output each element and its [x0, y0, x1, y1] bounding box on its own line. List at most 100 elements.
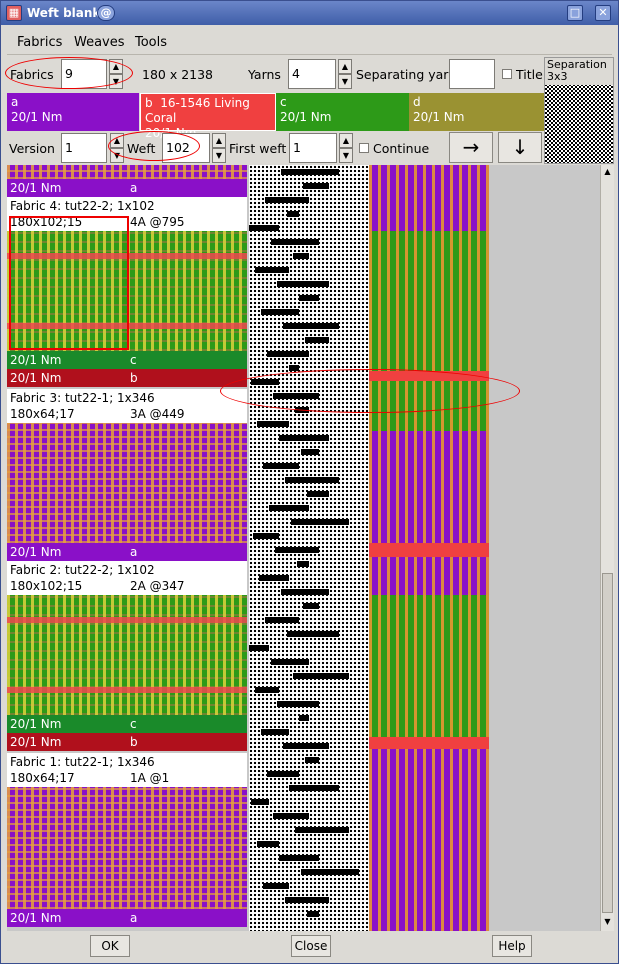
weave-float: [299, 715, 309, 721]
band-yarn-count: 20/1 Nm: [10, 717, 62, 731]
weave-float: [249, 645, 269, 651]
continue-label: Continue: [373, 141, 430, 156]
band-yarn-id: a: [130, 181, 138, 195]
weave-float: [261, 729, 289, 735]
fabric-info[interactable]: Fabric 3: tut22-1; 1x346 180x64;17 3A @449: [7, 389, 247, 423]
app-icon: ▦: [6, 5, 22, 21]
weave-float: [263, 883, 289, 889]
yarns-stepper[interactable]: ▲ ▼: [338, 59, 352, 89]
weave-float: [265, 197, 309, 203]
title-bar[interactable]: ▦ Weft blanket @ □ ✕: [1, 1, 618, 25]
band-yarn-count: 20/1 Nm: [10, 911, 62, 925]
menu-bar: Fabrics Weaves Tools: [7, 29, 612, 55]
weave-float: [293, 673, 349, 679]
first-weft-input[interactable]: 1: [289, 133, 337, 163]
color-column-coral: [369, 737, 489, 749]
band-yarn-count: 20/1 Nm: [10, 545, 62, 559]
arrow-down-button[interactable]: ↓: [498, 132, 542, 163]
color-column-coral: [369, 543, 489, 557]
fabric-band: 20/1 Nm c: [7, 715, 247, 733]
weave-float: [255, 687, 279, 693]
yarn-swatch-d[interactable]: d 20/1 Nm: [409, 93, 544, 131]
menu-weaves[interactable]: Weaves: [74, 35, 125, 50]
version-label: Version: [9, 141, 55, 156]
close-button[interactable]: Close: [291, 935, 331, 957]
maximize-icon[interactable]: □: [567, 5, 583, 21]
weave-float: [287, 631, 339, 637]
scroll-thumb[interactable]: [602, 573, 613, 913]
weave-float: [279, 855, 319, 861]
color-column-green: [369, 595, 489, 745]
continue-checkbox[interactable]: [359, 143, 369, 153]
fabric-band: 20/1 Nm b: [7, 733, 247, 751]
weave-float: [277, 281, 329, 287]
weave-float: [287, 211, 299, 217]
fabric-info[interactable]: Fabric 2: tut22-2; 1x102 180x102;15 2A @34…: [7, 561, 247, 595]
weave-float: [267, 771, 299, 777]
coral-stripe: [7, 687, 247, 693]
fabric-dims: 180x64;17: [10, 407, 75, 421]
weave-float: [271, 239, 319, 245]
weft-stepper[interactable]: ▲ ▼: [212, 133, 226, 163]
weave-float: [271, 659, 309, 665]
menu-fabrics[interactable]: Fabrics: [17, 35, 63, 50]
window-title: Weft blanket: [27, 6, 114, 20]
annotation-fabrics: [5, 57, 133, 89]
yarn-swatch-c[interactable]: c 20/1 Nm: [276, 93, 409, 131]
separating-yarn-label: Separating yarn: [356, 67, 457, 82]
fabric-swatch: [7, 595, 247, 715]
weave-float: [257, 841, 279, 847]
separating-yarn-input[interactable]: [449, 59, 495, 89]
fabric-info[interactable]: Fabric 1: tut22-1; 1x346 180x64;17 1A @1: [7, 753, 247, 787]
weave-float: [277, 701, 319, 707]
fabric-swatch: [7, 787, 247, 909]
annotation-row: [220, 369, 520, 413]
fabric-weave: 1A @1: [130, 771, 170, 785]
weave-float: [301, 869, 359, 875]
weave-float: [281, 589, 329, 595]
version-input[interactable]: 1: [61, 133, 107, 163]
arrow-down-icon: ↓: [511, 135, 529, 159]
fabric-dims: 180x102;15: [10, 579, 83, 593]
fabric-band: 20/1 Nm a: [7, 179, 247, 197]
fabric-band: 20/1 Nm c: [7, 351, 247, 369]
band-yarn-id: b: [130, 735, 138, 749]
weave-float: [281, 169, 339, 175]
help-button[interactable]: Help: [492, 935, 532, 957]
weave-float: [307, 911, 319, 917]
scroll-up-icon[interactable]: ▲: [604, 167, 611, 176]
blanket-view[interactable]: 20/1 Nm a Fabric 4: tut22-2; 1x102 180x102;…: [7, 165, 600, 931]
menu-tools[interactable]: Tools: [135, 35, 168, 50]
weave-float: [251, 799, 269, 805]
weave-float: [283, 743, 329, 749]
weave-float: [305, 757, 319, 763]
fabric-size-text: 180 x 2138: [142, 67, 214, 82]
ok-button[interactable]: OK: [90, 935, 130, 957]
fabric-band: 20/1 Nm b: [7, 369, 247, 387]
scroll-down-icon[interactable]: ▼: [604, 917, 611, 926]
vertical-scrollbar[interactable]: ▲ ▼: [600, 165, 614, 931]
fabric-weave: 2A @347: [130, 579, 185, 593]
weave-float: [297, 561, 309, 567]
fabric-band: 20/1 Nm a: [7, 543, 247, 561]
weave-float: [283, 323, 339, 329]
yarn-swatch-a[interactable]: a 20/1 Nm: [7, 93, 139, 131]
arrow-right-button[interactable]: →: [449, 132, 493, 163]
fabric-swatch: [7, 423, 247, 543]
first-weft-label: First weft: [229, 141, 287, 156]
first-weft-stepper[interactable]: ▲ ▼: [339, 133, 353, 163]
swirl-icon: @: [97, 5, 115, 21]
title-checkbox[interactable]: [502, 69, 512, 79]
yarns-count-input[interactable]: 4: [288, 59, 336, 89]
weave-float: [293, 253, 309, 259]
weave-float: [303, 183, 329, 189]
weave-float: [265, 617, 299, 623]
weave-float: [275, 547, 319, 553]
fabric-weave: 4A @795: [130, 215, 185, 229]
close-icon[interactable]: ✕: [595, 5, 611, 21]
weave-float: [305, 337, 329, 343]
fabric-band: 20/1 Nm a: [7, 909, 247, 927]
weave-float: [269, 505, 309, 511]
